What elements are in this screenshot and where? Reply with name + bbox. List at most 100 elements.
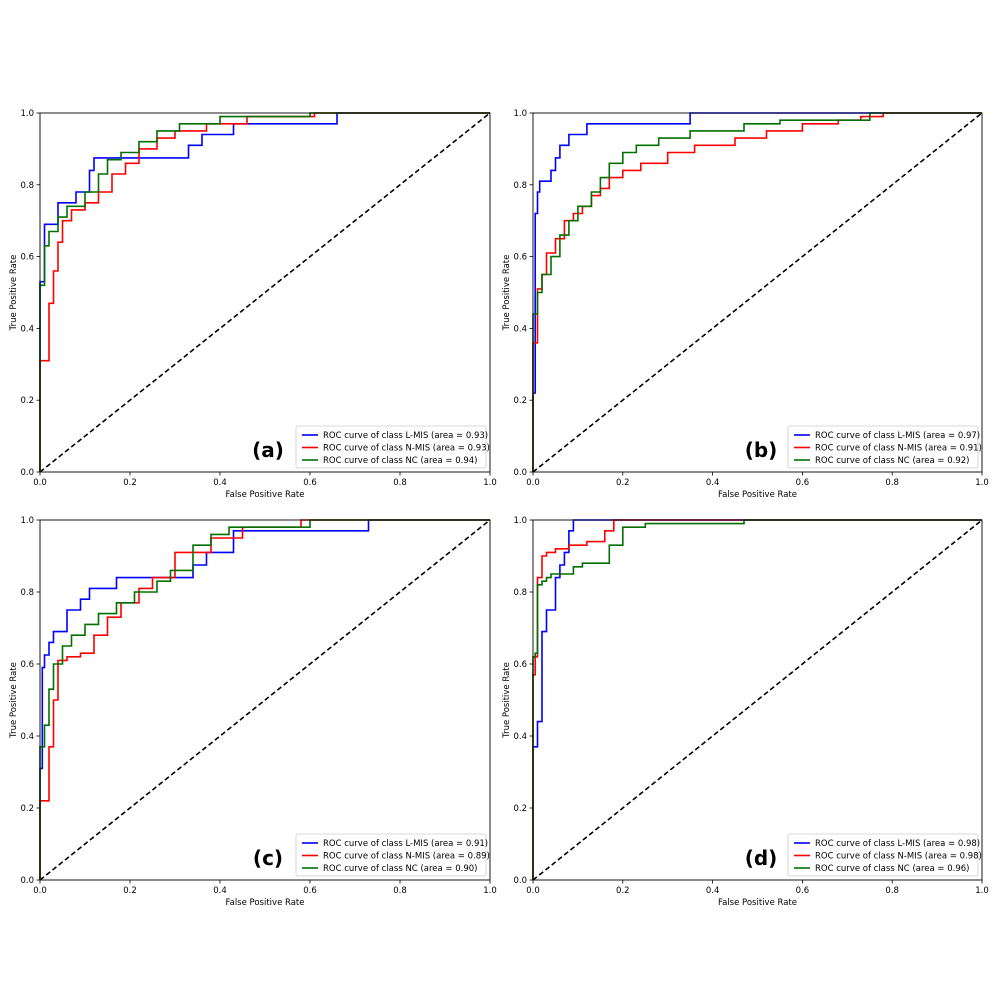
roc-curve-line <box>39 519 490 880</box>
roc-curve-line <box>532 519 982 880</box>
roc-curve-line <box>39 519 490 880</box>
x-tick-label: 1.0 <box>975 886 989 896</box>
y-axis-label: True Positive Rate <box>502 255 512 332</box>
plot-frame <box>532 519 983 881</box>
x-tick-label: 0.4 <box>706 478 720 488</box>
y-tick-label: 1.0 <box>513 109 527 119</box>
legend-box <box>787 425 979 469</box>
x-tick-label: 0.0 <box>33 478 47 488</box>
y-axis-label: True Positive Rate <box>502 662 512 739</box>
x-tick-label: 0.4 <box>213 886 227 896</box>
panel-label: (b) <box>745 438 778 462</box>
plot-frame <box>532 112 983 473</box>
y-tick-label: 0.6 <box>513 660 527 670</box>
y-tick-label: 0.2 <box>513 396 527 406</box>
x-tick-label: 0.0 <box>33 886 47 896</box>
chance-diagonal-line <box>532 112 983 473</box>
roc-curve-line <box>39 112 490 472</box>
legend: ROC curve of class L-MIS (area = 0.98) RO… <box>787 833 982 877</box>
legend-box <box>295 425 487 469</box>
y-tick-label: 0.8 <box>513 588 527 598</box>
y-tick-label: 0.0 <box>20 468 34 478</box>
y-axis-label: True Positive Rate <box>9 255 19 332</box>
x-tick-label: 0.6 <box>796 886 810 896</box>
x-tick-label: 1.0 <box>483 886 497 896</box>
legend-entry: ROC curve of class NC (area = 0.96) <box>815 864 969 874</box>
x-tick-label: 0.6 <box>796 478 810 488</box>
legend-entry: ROC curve of class N-MIS (area = 0.98) <box>815 852 982 862</box>
x-tick-label: 0.6 <box>303 886 317 896</box>
y-tick-label: 0.4 <box>20 732 34 742</box>
roc-panel: 0.0 0.2 0.4 0.6 0.8 1.0 0.0 0.2 0.4 0.6 0.8 1.0 Fals… <box>502 516 989 908</box>
legend: ROC curve of class L-MIS (area = 0.93) RO… <box>295 425 490 469</box>
y-tick-label: 0.6 <box>20 253 34 263</box>
legend-box <box>787 833 979 877</box>
legend: ROC curve of class L-MIS (area = 0.97) RO… <box>787 425 982 469</box>
roc-curve-line <box>532 519 982 880</box>
x-tick-label: 0.2 <box>616 478 630 488</box>
x-axis-label: False Positive Rate <box>718 490 797 500</box>
x-tick-label: 0.2 <box>123 478 137 488</box>
x-axis-label: False Positive Rate <box>718 898 797 908</box>
roc-curve-line <box>532 519 982 880</box>
y-tick-label: 0.0 <box>20 876 34 886</box>
roc-curve-line <box>39 112 490 472</box>
x-tick-label: 0.6 <box>303 478 317 488</box>
legend-entry: ROC curve of class L-MIS (area = 0.97) <box>815 431 980 441</box>
legend-entry: ROC curve of class NC (area = 0.94) <box>323 456 477 466</box>
chance-diagonal-line <box>39 519 491 881</box>
plot-frame <box>39 112 491 473</box>
y-tick-label: 0.4 <box>513 324 527 334</box>
y-tick-label: 0.4 <box>513 732 527 742</box>
y-tick-label: 0.8 <box>20 181 34 191</box>
x-tick-label: 0.8 <box>393 478 407 488</box>
y-tick-label: 0.2 <box>20 396 34 406</box>
legend-entry: ROC curve of class N-MIS (area = 0.93) <box>323 444 490 454</box>
x-tick-label: 0.0 <box>526 478 540 488</box>
legend: ROC curve of class L-MIS (area = 0.91) RO… <box>295 833 490 877</box>
x-axis-label: False Positive Rate <box>226 898 305 908</box>
y-tick-label: 0.8 <box>20 588 34 598</box>
legend-entry: ROC curve of class NC (area = 0.90) <box>323 864 477 874</box>
y-tick-label: 0.6 <box>513 253 527 263</box>
roc-curve-line <box>532 112 982 472</box>
y-tick-label: 0.4 <box>20 324 34 334</box>
x-tick-label: 0.8 <box>885 478 899 488</box>
y-axis-label: True Positive Rate <box>9 662 19 739</box>
y-tick-label: 1.0 <box>20 109 34 119</box>
x-tick-label: 0.4 <box>213 478 227 488</box>
panel-label: (a) <box>252 438 284 462</box>
roc-panel: 0.0 0.2 0.4 0.6 0.8 1.0 0.0 0.2 0.4 0.6 0.8 1.0 Fals… <box>502 109 989 500</box>
chance-diagonal-line <box>532 519 983 881</box>
x-tick-label: 0.8 <box>885 886 899 896</box>
y-tick-label: 0.8 <box>513 181 527 191</box>
panel-label: (d) <box>745 846 778 870</box>
y-tick-label: 1.0 <box>513 516 527 526</box>
roc-curve-line <box>532 112 982 472</box>
legend-entry: ROC curve of class L-MIS (area = 0.93) <box>323 431 488 441</box>
legend-entry: ROC curve of class N-MIS (area = 0.91) <box>815 444 982 454</box>
y-tick-label: 0.6 <box>20 660 34 670</box>
roc-panel: 0.0 0.2 0.4 0.6 0.8 1.0 0.0 0.2 0.4 0.6 0.8 1.0 Fals… <box>9 516 497 908</box>
x-tick-label: 0.0 <box>526 886 540 896</box>
y-tick-label: 0.0 <box>513 468 527 478</box>
y-tick-label: 1.0 <box>20 516 34 526</box>
x-tick-label: 1.0 <box>483 478 497 488</box>
roc-panel: 0.0 0.2 0.4 0.6 0.8 1.0 0.0 0.2 0.4 0.6 0.8 1.0 Fals… <box>9 109 497 500</box>
y-tick-label: 0.0 <box>513 876 527 886</box>
y-tick-label: 0.2 <box>20 804 34 814</box>
x-tick-label: 1.0 <box>975 478 989 488</box>
plot-frame <box>39 519 491 881</box>
y-tick-label: 0.2 <box>513 804 527 814</box>
x-tick-label: 0.8 <box>393 886 407 896</box>
roc-curve-line <box>39 112 490 472</box>
x-tick-label: 0.2 <box>616 886 630 896</box>
legend-entry: ROC curve of class N-MIS (area = 0.89) <box>323 852 490 862</box>
legend-entry: ROC curve of class NC (area = 0.92) <box>815 456 969 466</box>
legend-entry: ROC curve of class L-MIS (area = 0.91) <box>323 839 488 849</box>
legend-entry: ROC curve of class L-MIS (area = 0.98) <box>815 839 980 849</box>
panel-label: (c) <box>253 846 283 870</box>
legend-box <box>295 833 487 877</box>
x-tick-label: 0.2 <box>123 886 137 896</box>
